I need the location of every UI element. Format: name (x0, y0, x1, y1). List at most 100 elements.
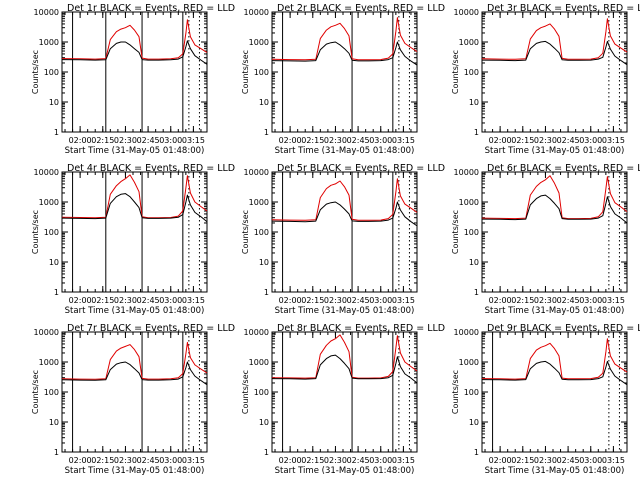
y-tick-label: 1000 (459, 198, 479, 207)
events-series-line (481, 194, 628, 224)
x-tick-label: 03:00 (369, 296, 392, 305)
y-tick-label: 1 (474, 128, 479, 137)
y-tick-label: 1 (264, 288, 269, 297)
x-tick-label: 02:45 (557, 296, 580, 305)
chart-title: Det 2r BLACK = Events, RED = LLD (277, 3, 445, 14)
plot-frame (481, 331, 628, 453)
events-series-line (61, 40, 208, 65)
y-axis-label: Counts/sec (451, 210, 460, 254)
x-tick-label: 03:15 (182, 136, 205, 145)
chart-title: Det 6r BLACK = Events, RED = LLD (487, 163, 640, 174)
y-tick-label: 100 (464, 388, 479, 397)
x-tick-label: 02:45 (557, 456, 580, 465)
y-tick-label: 10 (259, 98, 269, 107)
chart-panel: Det 2r BLACK = Events, RED = LLD 1 10 100 10… (241, 3, 445, 156)
y-tick-label: 10 (469, 258, 479, 267)
y-tick-label: 1 (474, 448, 479, 457)
y-axis-label: Counts/sec (451, 50, 460, 94)
chart-panel: Det 9r BLACK = Events, RED = LLD 1 10 100 10… (451, 323, 640, 476)
x-axis-label: Start Time (31-May-05 01:48:00) (65, 306, 205, 316)
y-tick-label: 1000 (249, 198, 269, 207)
chart-panel: Det 4r BLACK = Events, RED = LLD 1 10 100 10… (31, 163, 235, 316)
events-series-line (61, 361, 208, 386)
y-axis-label: Counts/sec (31, 50, 40, 94)
y-tick-label: 10 (259, 418, 269, 427)
y-tick-label: 100 (44, 68, 59, 77)
x-tick-label: 03:00 (159, 136, 182, 145)
chart-title: Det 7r BLACK = Events, RED = LLD (67, 323, 235, 334)
x-tick-label: 02:45 (137, 136, 160, 145)
events-series-line (271, 201, 418, 227)
x-tick-label: 02:00 (69, 136, 92, 145)
lld-series-line (271, 178, 418, 221)
plot-frame (271, 171, 418, 293)
y-tick-label: 10000 (34, 328, 59, 337)
x-tick-label: 02:45 (557, 136, 580, 145)
x-tick-label: 03:00 (369, 136, 392, 145)
x-tick-label: 03:00 (579, 456, 602, 465)
y-tick-label: 1000 (249, 358, 269, 367)
x-tick-label: 02:30 (324, 456, 347, 465)
chart-panel: Det 5r BLACK = Events, RED = LLD 1 10 100 10… (241, 163, 445, 316)
x-axis-label: Start Time (31-May-05 01:48:00) (275, 306, 415, 316)
chart-title: Det 5r BLACK = Events, RED = LLD (277, 163, 445, 174)
x-tick-label: 03:15 (182, 296, 205, 305)
x-axis-label: Start Time (31-May-05 01:48:00) (275, 466, 415, 476)
x-axis-label: Start Time (31-May-05 01:48:00) (65, 466, 205, 476)
y-axis-label: Counts/sec (451, 370, 460, 414)
y-axis-label: Counts/sec (241, 370, 250, 414)
x-tick-label: 02:30 (114, 136, 137, 145)
x-tick-label: 03:15 (602, 136, 625, 145)
y-tick-label: 10000 (34, 8, 59, 17)
x-tick-label: 02:45 (137, 456, 160, 465)
x-tick-label: 02:00 (489, 296, 512, 305)
chart-title: Det 9r BLACK = Events, RED = LLD (487, 323, 640, 334)
y-tick-label: 100 (254, 228, 269, 237)
x-tick-label: 02:30 (114, 456, 137, 465)
y-tick-label: 100 (44, 228, 59, 237)
y-tick-label: 100 (254, 388, 269, 397)
x-tick-label: 02:15 (301, 136, 324, 145)
x-tick-label: 02:30 (534, 136, 557, 145)
x-tick-label: 02:45 (137, 296, 160, 305)
y-tick-label: 1000 (39, 38, 59, 47)
y-tick-label: 1000 (459, 358, 479, 367)
y-tick-label: 10 (259, 258, 269, 267)
y-tick-label: 1000 (459, 38, 479, 47)
events-series-line (271, 41, 418, 66)
x-tick-label: 03:15 (602, 296, 625, 305)
y-tick-label: 1000 (39, 198, 59, 207)
x-tick-label: 02:15 (511, 136, 534, 145)
y-tick-label: 10 (49, 98, 59, 107)
x-tick-label: 02:00 (69, 296, 92, 305)
y-tick-label: 1 (54, 128, 59, 137)
x-tick-label: 03:15 (392, 456, 415, 465)
y-tick-label: 10000 (454, 168, 479, 177)
events-series-line (481, 40, 628, 66)
y-tick-label: 100 (44, 388, 59, 397)
x-tick-label: 03:15 (392, 296, 415, 305)
y-tick-label: 10000 (454, 8, 479, 17)
x-tick-label: 02:15 (91, 456, 114, 465)
x-tick-label: 02:15 (91, 136, 114, 145)
x-tick-label: 02:45 (347, 296, 370, 305)
x-tick-label: 02:45 (347, 136, 370, 145)
y-axis-label: Counts/sec (241, 50, 250, 94)
x-tick-label: 02:15 (511, 296, 534, 305)
lld-series-line (61, 341, 208, 380)
chart-panel: Det 7r BLACK = Events, RED = LLD 1 10 100 10… (31, 323, 235, 476)
plot-frame (271, 11, 418, 133)
x-tick-label: 02:15 (511, 456, 534, 465)
x-tick-label: 03:15 (602, 456, 625, 465)
y-tick-label: 10000 (244, 168, 269, 177)
y-axis-label: Counts/sec (241, 210, 250, 254)
x-tick-label: 02:15 (91, 296, 114, 305)
y-axis-label: Counts/sec (31, 210, 40, 254)
y-tick-label: 1 (264, 128, 269, 137)
chart-title: Det 8r BLACK = Events, RED = LLD (277, 323, 445, 334)
x-axis-label: Start Time (31-May-05 01:48:00) (275, 146, 415, 156)
chart-title: Det 3r BLACK = Events, RED = LLD (487, 3, 640, 14)
chart-panel: Det 1r BLACK = Events, RED = LLD 1 10 100 10… (31, 3, 235, 156)
y-tick-label: 10 (49, 418, 59, 427)
